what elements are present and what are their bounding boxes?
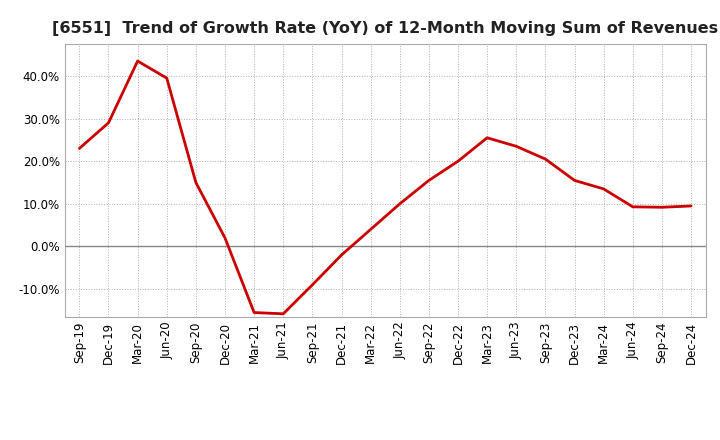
Title: [6551]  Trend of Growth Rate (YoY) of 12-Month Moving Sum of Revenues: [6551] Trend of Growth Rate (YoY) of 12-… (52, 21, 719, 36)
